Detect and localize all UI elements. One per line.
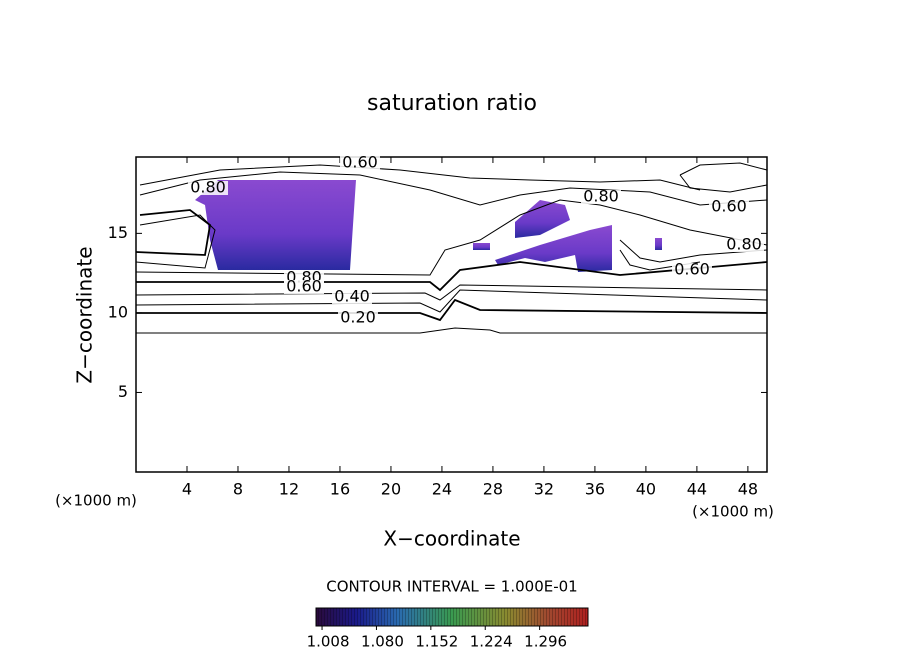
contour-label-bg bbox=[284, 280, 324, 294]
x-tick-label: 28 bbox=[483, 480, 503, 499]
contour-label-bg bbox=[724, 238, 764, 252]
contour-label-bg bbox=[188, 181, 228, 195]
colorbar-tick-label: 1.080 bbox=[361, 633, 404, 651]
contour-label: 0.40 bbox=[334, 287, 370, 306]
contour-label-bg bbox=[338, 311, 378, 325]
y-tick-label: 5 bbox=[118, 382, 128, 401]
x-tick-label: 44 bbox=[687, 480, 707, 499]
x-tick-label: 16 bbox=[330, 480, 350, 499]
contour-label: 0.60 bbox=[711, 197, 747, 216]
x-axis-label: X−coordinate bbox=[383, 527, 520, 551]
chart-title: saturation ratio bbox=[367, 91, 537, 116]
x-tick-label: 48 bbox=[738, 480, 758, 499]
contour-label: 0.60 bbox=[286, 277, 322, 296]
filled-region bbox=[495, 225, 612, 272]
contour-label: 0.80 bbox=[190, 178, 226, 197]
contour-interval: CONTOUR INTERVAL = 1.000E-01 bbox=[326, 578, 577, 596]
y-axis-label: Z−coordinate bbox=[73, 246, 97, 383]
y-unit-label: (×1000 m) bbox=[55, 492, 137, 510]
plot-frame bbox=[135, 156, 768, 473]
filled-region bbox=[655, 238, 662, 250]
contour-label: 0.80 bbox=[583, 187, 619, 206]
contour-line bbox=[139, 164, 701, 191]
y-tick-label: 15 bbox=[108, 223, 128, 242]
x-tick-label: 20 bbox=[381, 480, 401, 499]
x-tick-label: 24 bbox=[432, 480, 452, 499]
x-tick-label: 36 bbox=[585, 480, 605, 499]
x-unit-label: (×1000 m) bbox=[692, 503, 774, 521]
colorbar-tick-label: 1.152 bbox=[415, 633, 458, 651]
x-tick-label: 4 bbox=[182, 480, 192, 499]
contour-label-bg bbox=[340, 156, 380, 170]
filled-region bbox=[515, 200, 570, 238]
colorbar-tick-label: 1.296 bbox=[524, 633, 567, 651]
colorbar-tick-label: 1.008 bbox=[307, 633, 350, 651]
contour-label-bg bbox=[581, 190, 621, 204]
x-tick-label: 40 bbox=[636, 480, 656, 499]
contour-line bbox=[135, 284, 768, 301]
filled-region bbox=[473, 243, 490, 250]
contour-line bbox=[679, 162, 768, 193]
contour-label-bg bbox=[709, 200, 749, 214]
contour-label-bg bbox=[672, 263, 712, 277]
contour-line bbox=[135, 289, 768, 313]
contour-label: 0.20 bbox=[340, 308, 376, 327]
contour-line bbox=[135, 199, 768, 276]
x-tick-label: 12 bbox=[279, 480, 299, 499]
contour-line bbox=[135, 209, 211, 256]
colorbar-frame bbox=[315, 607, 589, 627]
contour-label-bg bbox=[332, 290, 372, 304]
contour-label: 0.60 bbox=[674, 260, 710, 279]
contour-line bbox=[136, 298, 768, 322]
x-tick-label: 32 bbox=[534, 480, 554, 499]
contour-field bbox=[135, 162, 768, 334]
contour-label: 0.60 bbox=[342, 153, 378, 172]
colorbar-tick-label: 1.224 bbox=[470, 633, 513, 651]
contour-line bbox=[139, 171, 768, 206]
filled-region bbox=[195, 180, 356, 270]
contour-line bbox=[136, 327, 767, 334]
x-tick-label: 8 bbox=[233, 480, 243, 499]
contour-label: 0.80 bbox=[726, 235, 762, 254]
contour-line bbox=[135, 214, 216, 269]
y-tick-label: 10 bbox=[108, 302, 128, 321]
